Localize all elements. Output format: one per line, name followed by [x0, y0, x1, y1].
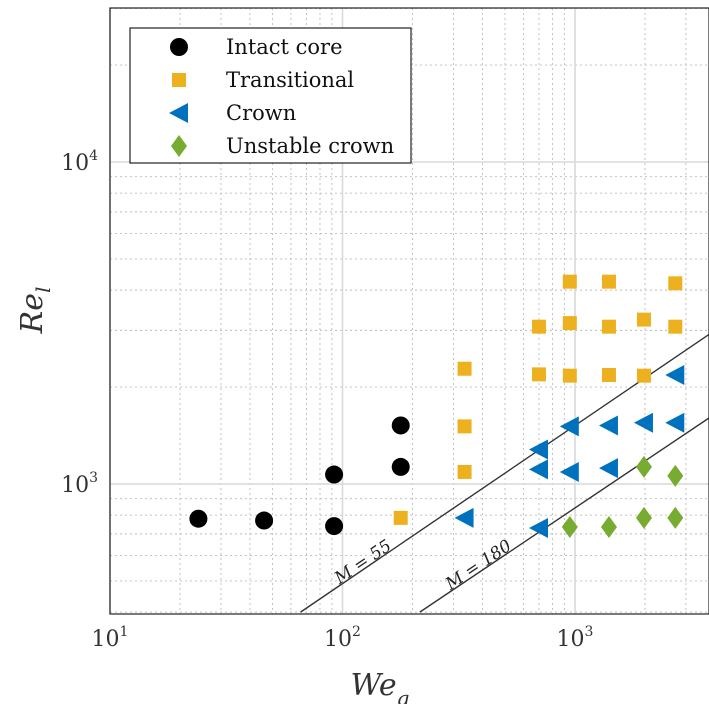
x-tick-label: 102 [324, 624, 361, 652]
legend-label: Crown [226, 101, 296, 125]
unstable-crown-point [600, 516, 617, 539]
transitional-point [457, 419, 472, 434]
x-tick-labels: 101 102 103 [92, 624, 594, 652]
y-axis-label-sub: l [31, 287, 55, 293]
crown-point [528, 459, 548, 480]
intact-core-point [391, 416, 410, 435]
transitional-point [457, 361, 472, 376]
y-tick-exp: 4 [89, 148, 98, 164]
legend-marker [169, 103, 188, 123]
transitional-point [636, 312, 651, 327]
unstable-crown-point [561, 516, 578, 539]
transitional-point [668, 319, 683, 334]
x-tick-exp: 1 [120, 624, 129, 640]
data-markers [189, 274, 685, 539]
crown-point [528, 439, 548, 460]
unstable-crown-point [667, 506, 684, 529]
x-tick-base: 10 [92, 627, 120, 652]
crown-point [559, 416, 579, 437]
reference-line-label: M = 180 [441, 536, 515, 595]
intact-core-point [255, 511, 274, 530]
transitional-point [668, 276, 683, 291]
crown-point [559, 461, 579, 482]
y-tick-label: 104 [61, 148, 98, 176]
unstable-crown-point [635, 506, 652, 529]
legend-label: Unstable crown [226, 134, 394, 158]
legend-marker [171, 135, 187, 157]
transitional-point [601, 274, 616, 289]
intact-core-point [391, 457, 410, 476]
crown-point [454, 507, 474, 528]
crown-point [598, 415, 618, 436]
x-tick-base: 10 [324, 627, 352, 652]
intact-core-point [325, 517, 344, 536]
crown-point [665, 365, 685, 386]
x-tick-label: 103 [557, 624, 594, 652]
intact-core-point [325, 465, 344, 484]
x-axis-label-sub: g [397, 686, 410, 704]
transitional-point [562, 316, 577, 331]
crown-point [665, 412, 685, 433]
transitional-point [636, 368, 651, 383]
y-axis-label: Rel [15, 287, 55, 335]
transitional-point [562, 274, 577, 289]
x-tick-exp: 3 [585, 624, 594, 640]
legend-marker [172, 73, 186, 87]
transitional-point [562, 368, 577, 383]
transitional-point [393, 510, 408, 525]
x-axis-label: Weg [351, 668, 410, 704]
transitional-point [601, 368, 616, 383]
legend-label: Transitional [226, 68, 354, 92]
crown-point [633, 412, 653, 433]
intact-core-point [189, 509, 208, 528]
y-tick-exp: 3 [89, 470, 98, 486]
x-tick-base: 10 [557, 627, 585, 652]
y-tick-base: 10 [61, 151, 89, 176]
x-tick-exp: 2 [352, 624, 361, 640]
legend: Intact core Transitional Crown Unstable cro… [129, 27, 412, 164]
transitional-point [531, 367, 546, 382]
x-axis-label-main: We [351, 668, 397, 703]
crown-point [598, 458, 618, 479]
transitional-point [531, 319, 546, 334]
transitional-point [457, 464, 472, 479]
reference-line [419, 417, 709, 613]
plot-frame [109, 7, 709, 615]
crown-point [528, 518, 548, 539]
y-axis-label-main: Re [15, 293, 50, 334]
legend-marker [170, 38, 188, 56]
unstable-crown-point [667, 464, 684, 487]
y-tick-base: 10 [61, 473, 89, 498]
transitional-point [601, 319, 616, 334]
legend-label: Intact core [226, 35, 343, 59]
x-tick-label: 101 [92, 624, 129, 652]
unstable-crown-point [635, 455, 652, 478]
y-tick-label: 103 [61, 470, 98, 498]
